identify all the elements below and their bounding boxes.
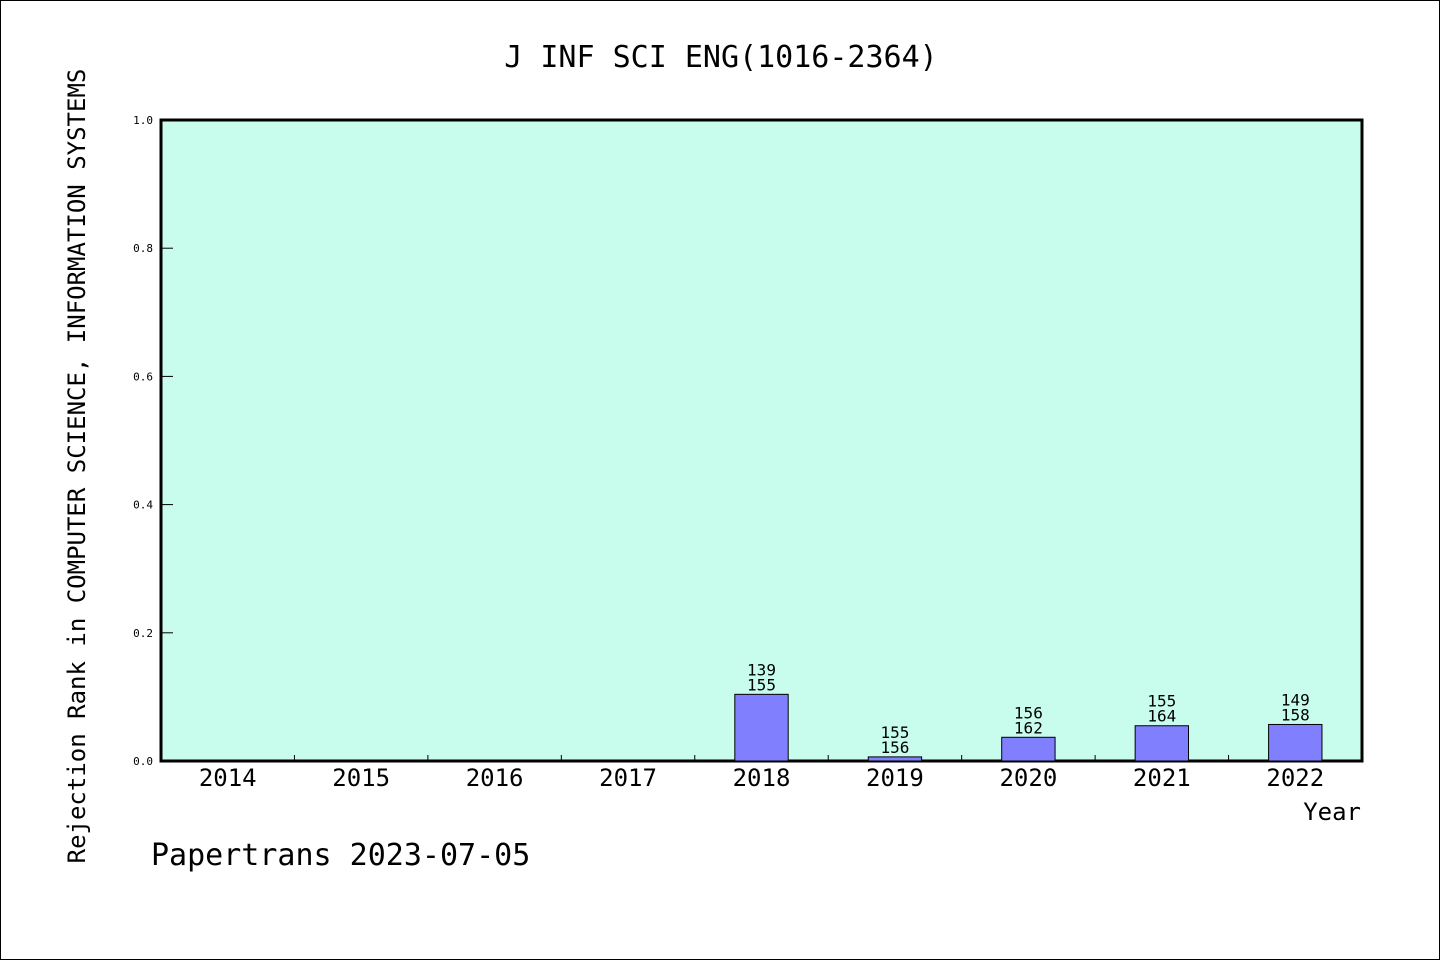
bar-value-label: 155 — [880, 723, 909, 742]
plot-area — [159, 118, 1364, 763]
x-tick-label: 2016 — [466, 764, 524, 792]
bar-value-label: 164 — [1147, 707, 1176, 726]
bar-value-label: 139 — [747, 660, 776, 679]
y-tick-label: 0.2 — [133, 627, 153, 640]
y-axis-ticks: 0.0 0.2 0.4 0.6 0.8 1.0 — [133, 114, 173, 768]
y-tick-label: 0.4 — [133, 499, 153, 512]
bar-value-label: 158 — [1281, 705, 1310, 724]
bar-value-label: 156 — [1014, 703, 1043, 722]
y-axis-label: Rejection Rank in COMPUTER SCIENCE, INFO… — [63, 69, 91, 864]
y-tick-label: 0.8 — [133, 242, 153, 255]
x-tick-label: 2021 — [1133, 764, 1191, 792]
bar-value-label: 156 — [880, 738, 909, 757]
bar-2018 — [734, 693, 789, 762]
bar-value-label: 155 — [1147, 692, 1176, 711]
y-tick-label: 0.0 — [133, 755, 153, 768]
x-axis-ticks: 2014 2015 2016 2017 2018 2019 2020 2021 2022 — [199, 755, 1324, 792]
x-axis-label: Year — [1303, 798, 1361, 826]
bar-2022 — [1268, 723, 1323, 762]
footer-date-stamp: Papertrans 2023-07-05 — [151, 838, 530, 873]
y-tick-label: 1.0 — [133, 114, 153, 127]
x-tick-label: 2018 — [733, 764, 791, 792]
bar-value-label: 162 — [1014, 718, 1043, 737]
y-tick-label: 0.6 — [133, 370, 153, 383]
x-tick-label: 2014 — [199, 764, 257, 792]
bar-2019 — [867, 756, 923, 762]
bar-2021 — [1134, 725, 1190, 762]
bar-2020 — [1001, 736, 1056, 762]
x-tick-label: 2019 — [866, 764, 924, 792]
bar-value-label: 155 — [747, 675, 776, 694]
x-tick-label: 2017 — [599, 764, 657, 792]
chart-title: J INF SCI ENG(1016-2364) — [504, 40, 937, 75]
x-tick-label: 2015 — [332, 764, 390, 792]
x-tick-label: 2020 — [999, 764, 1057, 792]
bar-value-label: 149 — [1281, 690, 1310, 709]
x-tick-label: 2022 — [1266, 764, 1324, 792]
